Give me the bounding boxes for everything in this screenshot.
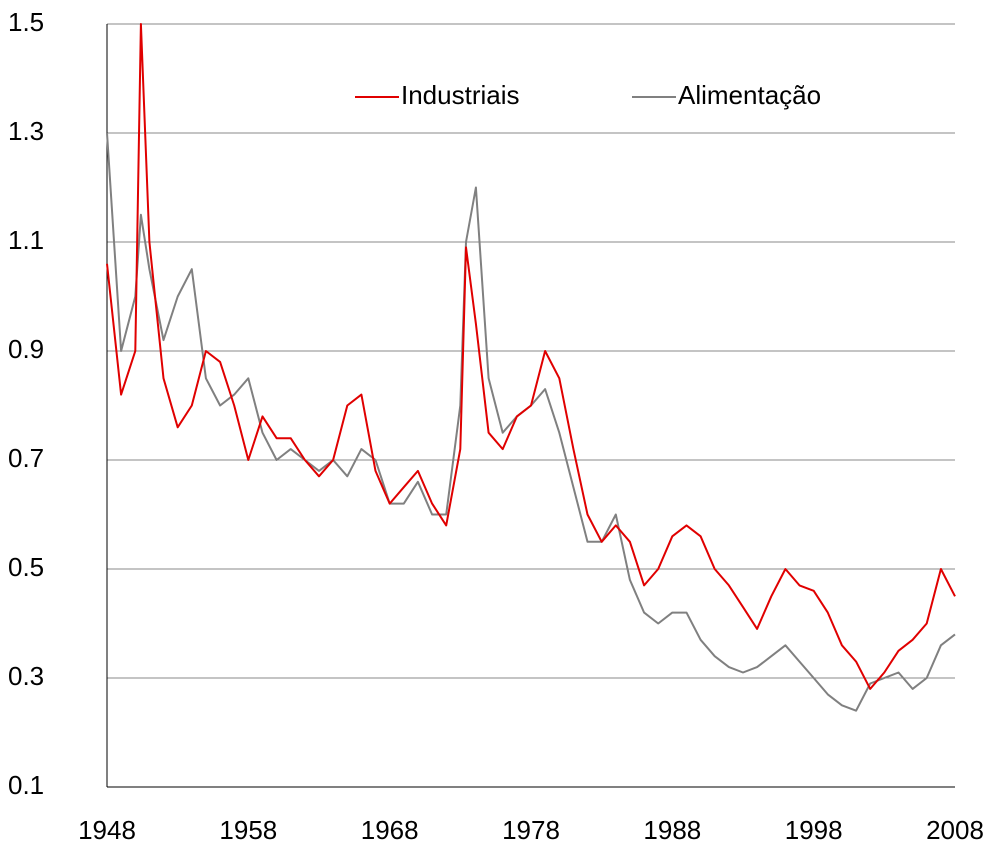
y-tick-label: 1.5 [8,7,44,37]
y-tick-label: 0.5 [8,552,44,582]
y-tick-label: 1.1 [8,225,44,255]
legend-label: Industriais [401,80,520,110]
series-line [106,23,956,690]
x-tick-label: 1948 [78,815,136,845]
x-tick-label: 1958 [219,815,277,845]
x-tick-label: 1998 [785,815,843,845]
x-tick-label: 1968 [361,815,419,845]
y-tick-label: 0.9 [8,334,44,364]
y-tick-label: 0.3 [8,661,44,691]
legend-label: Alimentação [678,80,821,110]
x-tick-label: 1988 [643,815,701,845]
x-tick-label: 2008 [926,815,984,845]
x-tick-label: 1978 [502,815,560,845]
y-tick-label: 0.1 [8,770,44,800]
y-tick-label: 0.7 [8,443,44,473]
y-tick-label: 1.3 [8,116,44,146]
series-line [106,132,956,712]
